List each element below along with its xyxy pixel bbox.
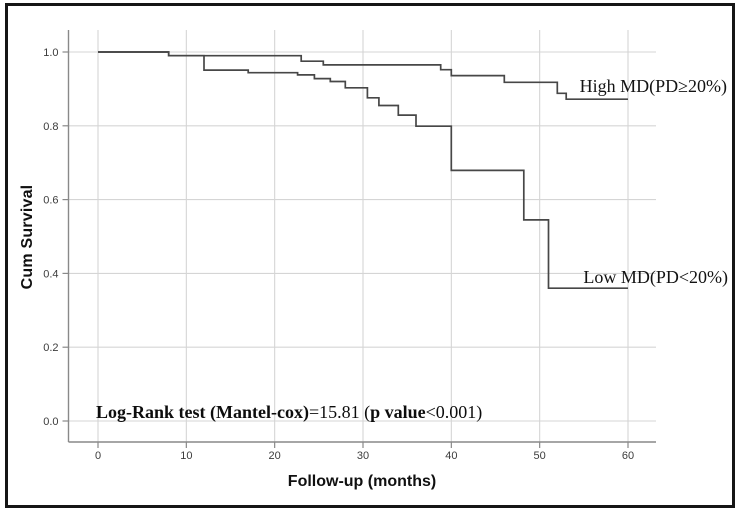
grid-horizontal [68, 51, 656, 422]
curve-label-low-md: Low MD(PD<20%) [583, 267, 728, 287]
x-axis-ticks [97, 442, 629, 448]
x-axis-title: Follow-up (months) [287, 473, 437, 490]
y-axis-title: Cum Survival [19, 184, 36, 290]
svg-text:50: 50 [534, 450, 546, 462]
log-rank-annotation: Log-Rank test (Mantel-cox)=15.81 (p valu… [96, 402, 482, 423]
figure-border [5, 3, 735, 508]
curve-label-high-md: High MD(PD≥20%) [579, 76, 727, 96]
svg-text:0.4: 0.4 [43, 268, 58, 280]
annotation-segment-1: Log-Rank test (Mantel-cox) [96, 402, 309, 422]
annotation-segment-2: =15.81 ( [308, 402, 371, 422]
svg-text:0.2: 0.2 [43, 342, 58, 354]
svg-text:1.0: 1.0 [43, 47, 58, 59]
svg-text:30: 30 [357, 450, 369, 462]
svg-text:0.6: 0.6 [43, 195, 58, 207]
annotation-segment-4: <0.001) [425, 402, 483, 422]
y-axis-ticks [62, 51, 69, 422]
svg-text:20: 20 [269, 450, 281, 462]
svg-text:0.8: 0.8 [43, 121, 58, 133]
svg-text:10: 10 [180, 450, 192, 462]
svg-text:0.0: 0.0 [43, 416, 58, 428]
svg-text:0: 0 [95, 450, 101, 462]
x-tick-labels: 0 10 20 30 40 50 60 [95, 450, 634, 462]
curve-low-md [98, 51, 628, 290]
annotation-segment-3: p value [370, 402, 426, 422]
svg-text:60: 60 [622, 450, 634, 462]
curve-high-md [98, 51, 628, 101]
svg-text:40: 40 [445, 450, 457, 462]
grid-vertical [97, 30, 629, 442]
y-tick-labels: 0.0 0.2 0.4 0.6 0.8 1.0 [43, 47, 58, 428]
